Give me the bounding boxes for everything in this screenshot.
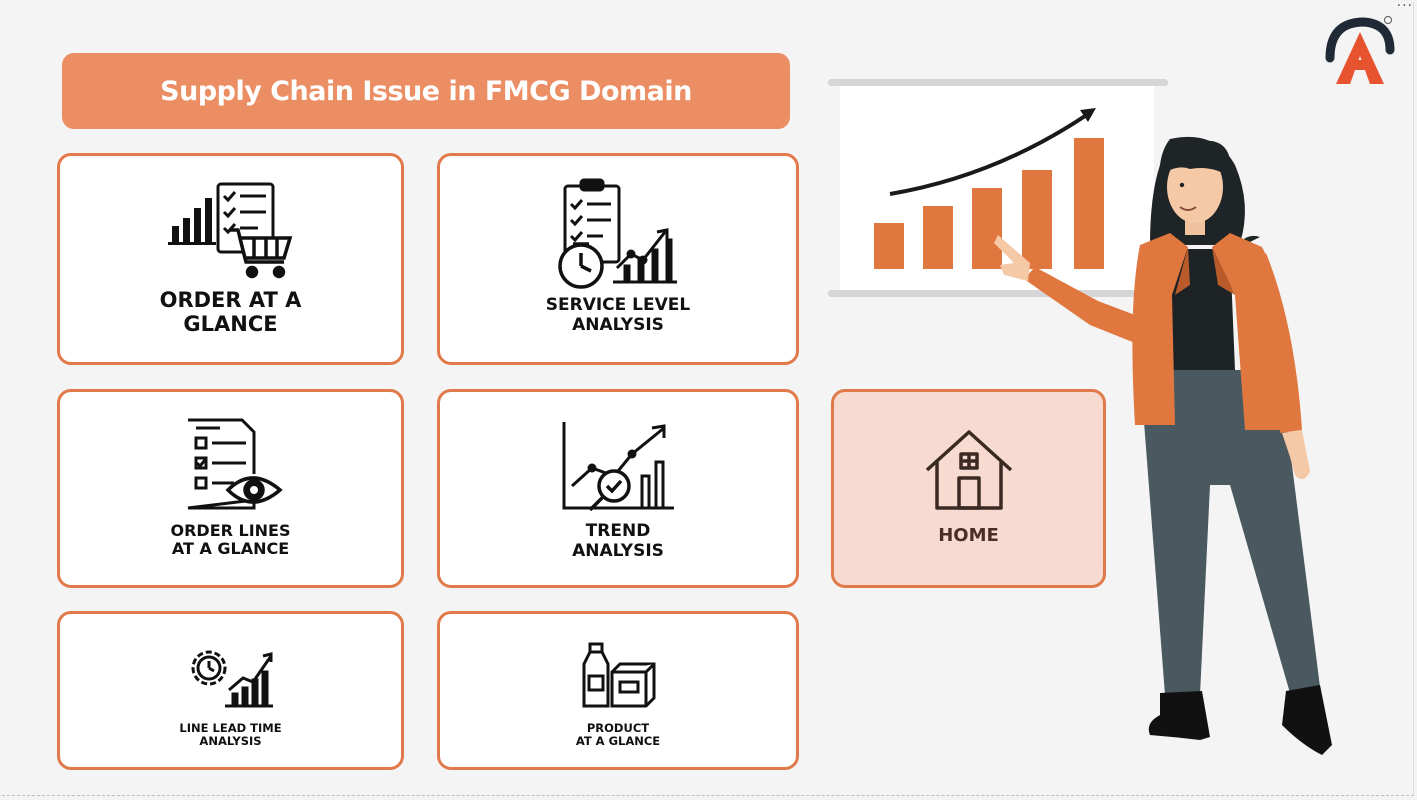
order-at-a-glance-button[interactable]: ORDER AT A GLANCE: [57, 153, 404, 365]
house-icon: [925, 430, 1012, 510]
logo-icon: [1325, 16, 1395, 84]
trend-label: TREND ANALYSIS: [572, 521, 664, 561]
presenter-illustration: [994, 136, 1332, 755]
trend-label-line1: TREND: [585, 521, 651, 541]
product-label: PRODUCT AT A GLANCE: [575, 721, 661, 749]
bottle-icon: [582, 642, 610, 708]
line-chart-icon: [613, 228, 677, 284]
service-level-icon: [558, 178, 677, 289]
page-title-banner: Supply Chain Issue in FMCG Domain: [62, 53, 790, 129]
magnifier-icon: [588, 469, 631, 512]
shopping-cart-icon: [229, 228, 292, 279]
lead-time-label-line2: ANALYSIS: [199, 734, 262, 749]
order-glance-label-line2: GLANCE: [183, 312, 278, 337]
trend-analysis-icon: [562, 422, 674, 512]
lead-time-icon: [191, 650, 273, 708]
service-level-label-line1: SERVICE LEVEL: [545, 295, 691, 315]
presentation-board-illustration: [828, 79, 1168, 297]
lead-time-label-line1: LINE LEAD TIME: [179, 721, 282, 735]
order-lines-label-line2: AT A GLANCE: [171, 539, 290, 559]
product-at-a-glance-button[interactable]: PRODUCT AT A GLANCE: [437, 611, 799, 770]
growth-chart-icon: [224, 652, 273, 708]
trend-label-line2: ANALYSIS: [572, 540, 664, 561]
clock-icon: [558, 242, 604, 289]
eye-icon: [225, 476, 283, 504]
more-options-icon[interactable]: ···: [1396, 0, 1413, 14]
gear-icon: [191, 650, 226, 686]
document-list-icon: [187, 418, 255, 510]
order-lines-at-a-glance-button[interactable]: ORDER LINES AT A GLANCE: [57, 389, 404, 588]
checklist-icon: [216, 182, 274, 254]
page-title: Supply Chain Issue in FMCG Domain: [160, 75, 692, 107]
lead-time-label: LINE LEAD TIME ANALYSIS: [179, 721, 282, 749]
order-glance-label-line1: ORDER AT A: [159, 288, 302, 312]
bar-chart-icon: [167, 198, 216, 245]
board-top-rail: [828, 79, 1168, 86]
order-lines-icon: [187, 418, 283, 510]
service-level-label-line2: ANALYSIS: [572, 314, 664, 335]
trend-arrow-head: [1080, 108, 1096, 122]
product-label-line1: PRODUCT: [586, 721, 650, 735]
service-level-analysis-button[interactable]: SERVICE LEVEL ANALYSIS: [437, 153, 799, 365]
line-lead-time-analysis-button[interactable]: LINE LEAD TIME ANALYSIS: [57, 611, 404, 770]
trend-analysis-button[interactable]: TREND ANALYSIS: [437, 389, 799, 588]
order-glance-label: ORDER AT A GLANCE: [160, 288, 302, 336]
home-button[interactable]: HOME: [831, 389, 1106, 588]
board-bar-chart: [874, 138, 1104, 269]
product-icon: [582, 642, 656, 708]
trend-arrow-line: [889, 112, 1090, 196]
home-label: HOME: [938, 525, 999, 546]
service-level-label: SERVICE LEVEL ANALYSIS: [545, 295, 691, 335]
order-lines-label: ORDER LINES AT A GLANCE: [170, 521, 291, 559]
product-label-line2: AT A GLANCE: [575, 734, 661, 749]
box-icon: [610, 662, 656, 708]
order-glance-icon: [167, 182, 292, 279]
order-lines-label-line1: ORDER LINES: [170, 521, 291, 540]
